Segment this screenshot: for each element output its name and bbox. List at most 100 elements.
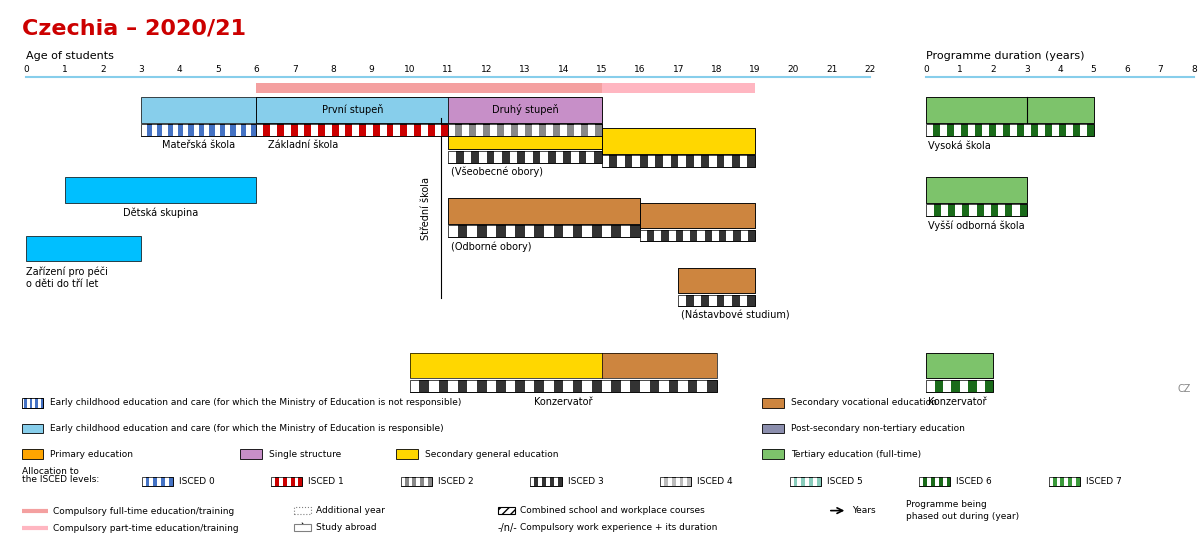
Text: 2: 2 bbox=[101, 64, 106, 74]
Bar bbox=[601, 353, 716, 378]
Text: Secondary vocational education: Secondary vocational education bbox=[791, 399, 937, 407]
Text: Additional year: Additional year bbox=[316, 506, 384, 515]
Text: 18: 18 bbox=[710, 64, 722, 74]
Bar bbox=[449, 225, 457, 237]
Bar bbox=[1049, 477, 1080, 486]
Bar bbox=[654, 230, 661, 241]
Bar bbox=[926, 380, 994, 392]
Bar bbox=[1049, 477, 1052, 486]
Bar bbox=[601, 83, 755, 93]
Bar bbox=[530, 477, 562, 486]
Bar bbox=[725, 295, 732, 306]
Bar bbox=[449, 198, 640, 224]
Text: Allocation to: Allocation to bbox=[22, 467, 78, 476]
Bar bbox=[926, 177, 1027, 203]
Text: Základní škola: Základní škola bbox=[269, 140, 338, 150]
Text: ISCED 7: ISCED 7 bbox=[1086, 477, 1122, 486]
Bar bbox=[725, 155, 732, 167]
Bar bbox=[353, 124, 359, 136]
Text: ISCED 0: ISCED 0 bbox=[179, 477, 215, 486]
Bar bbox=[998, 204, 1006, 216]
Text: Combined school and workplace courses: Combined school and workplace courses bbox=[520, 506, 704, 515]
Bar bbox=[926, 380, 994, 392]
Bar bbox=[678, 155, 686, 167]
Text: ISCED 6: ISCED 6 bbox=[956, 477, 992, 486]
Bar bbox=[984, 204, 991, 216]
Bar bbox=[1073, 477, 1076, 486]
Text: 4: 4 bbox=[176, 64, 182, 74]
Text: 8: 8 bbox=[1192, 64, 1196, 74]
Text: ISCED 2: ISCED 2 bbox=[438, 477, 474, 486]
Bar bbox=[257, 124, 449, 136]
Text: Tertiary education (full-time): Tertiary education (full-time) bbox=[791, 450, 920, 458]
Bar bbox=[410, 353, 716, 378]
Bar bbox=[408, 477, 413, 486]
Text: 19: 19 bbox=[749, 64, 761, 74]
Text: Programme being
phased out during (year): Programme being phased out during (year) bbox=[906, 500, 1019, 521]
Bar bbox=[430, 380, 439, 392]
Bar bbox=[162, 124, 168, 136]
Text: Compulsory full-time education/training: Compulsory full-time education/training bbox=[53, 507, 234, 515]
Bar bbox=[401, 477, 432, 486]
Bar bbox=[668, 230, 676, 241]
Text: 6: 6 bbox=[253, 64, 259, 74]
Bar bbox=[660, 477, 664, 486]
Bar bbox=[554, 477, 558, 486]
Bar bbox=[379, 124, 386, 136]
Bar bbox=[601, 155, 755, 167]
Bar bbox=[284, 124, 290, 136]
Bar bbox=[449, 151, 601, 163]
Bar bbox=[257, 97, 601, 123]
Bar bbox=[235, 124, 241, 136]
Bar bbox=[968, 124, 976, 136]
Bar bbox=[394, 124, 401, 136]
Text: 8: 8 bbox=[330, 64, 336, 74]
Bar bbox=[970, 204, 977, 216]
Bar bbox=[325, 124, 331, 136]
Bar bbox=[524, 380, 534, 392]
Bar bbox=[539, 477, 542, 486]
Bar bbox=[762, 398, 784, 408]
Bar bbox=[955, 204, 962, 216]
Bar bbox=[617, 155, 624, 167]
Bar bbox=[926, 177, 1027, 203]
Bar bbox=[694, 155, 701, 167]
Bar bbox=[434, 124, 442, 136]
Bar bbox=[814, 477, 817, 486]
Text: 13: 13 bbox=[520, 64, 530, 74]
Text: ISCED 1: ISCED 1 bbox=[308, 477, 344, 486]
Bar bbox=[556, 151, 563, 163]
Bar bbox=[157, 477, 161, 486]
Text: 22: 22 bbox=[864, 64, 876, 74]
Bar bbox=[142, 97, 257, 123]
Text: 21: 21 bbox=[826, 64, 838, 74]
Bar bbox=[152, 124, 157, 136]
Bar bbox=[486, 380, 496, 392]
Bar bbox=[712, 230, 719, 241]
Bar bbox=[449, 225, 640, 237]
Bar bbox=[38, 398, 41, 408]
Bar bbox=[982, 124, 989, 136]
Bar bbox=[601, 128, 755, 154]
Text: 14: 14 bbox=[558, 64, 569, 74]
Text: Secondary general education: Secondary general education bbox=[425, 450, 558, 458]
Bar bbox=[416, 477, 420, 486]
Bar bbox=[659, 380, 668, 392]
Bar bbox=[498, 507, 515, 514]
Bar bbox=[640, 203, 755, 228]
Text: 10: 10 bbox=[404, 64, 415, 74]
Bar bbox=[366, 124, 373, 136]
Text: Early childhood education and care (for which the Ministry of Education is not r: Early childhood education and care (for … bbox=[50, 399, 462, 407]
Bar bbox=[401, 477, 432, 486]
Bar bbox=[449, 124, 755, 149]
Bar bbox=[449, 198, 640, 224]
Bar bbox=[667, 477, 672, 486]
Bar bbox=[678, 268, 755, 293]
Bar bbox=[588, 124, 595, 136]
Text: (Všeobecné obory): (Všeobecné obory) bbox=[451, 167, 542, 177]
Text: Compulsory part-time education/training: Compulsory part-time education/training bbox=[53, 524, 239, 532]
Bar bbox=[678, 380, 688, 392]
Bar bbox=[632, 155, 640, 167]
Bar bbox=[563, 225, 572, 237]
Bar bbox=[960, 380, 968, 392]
